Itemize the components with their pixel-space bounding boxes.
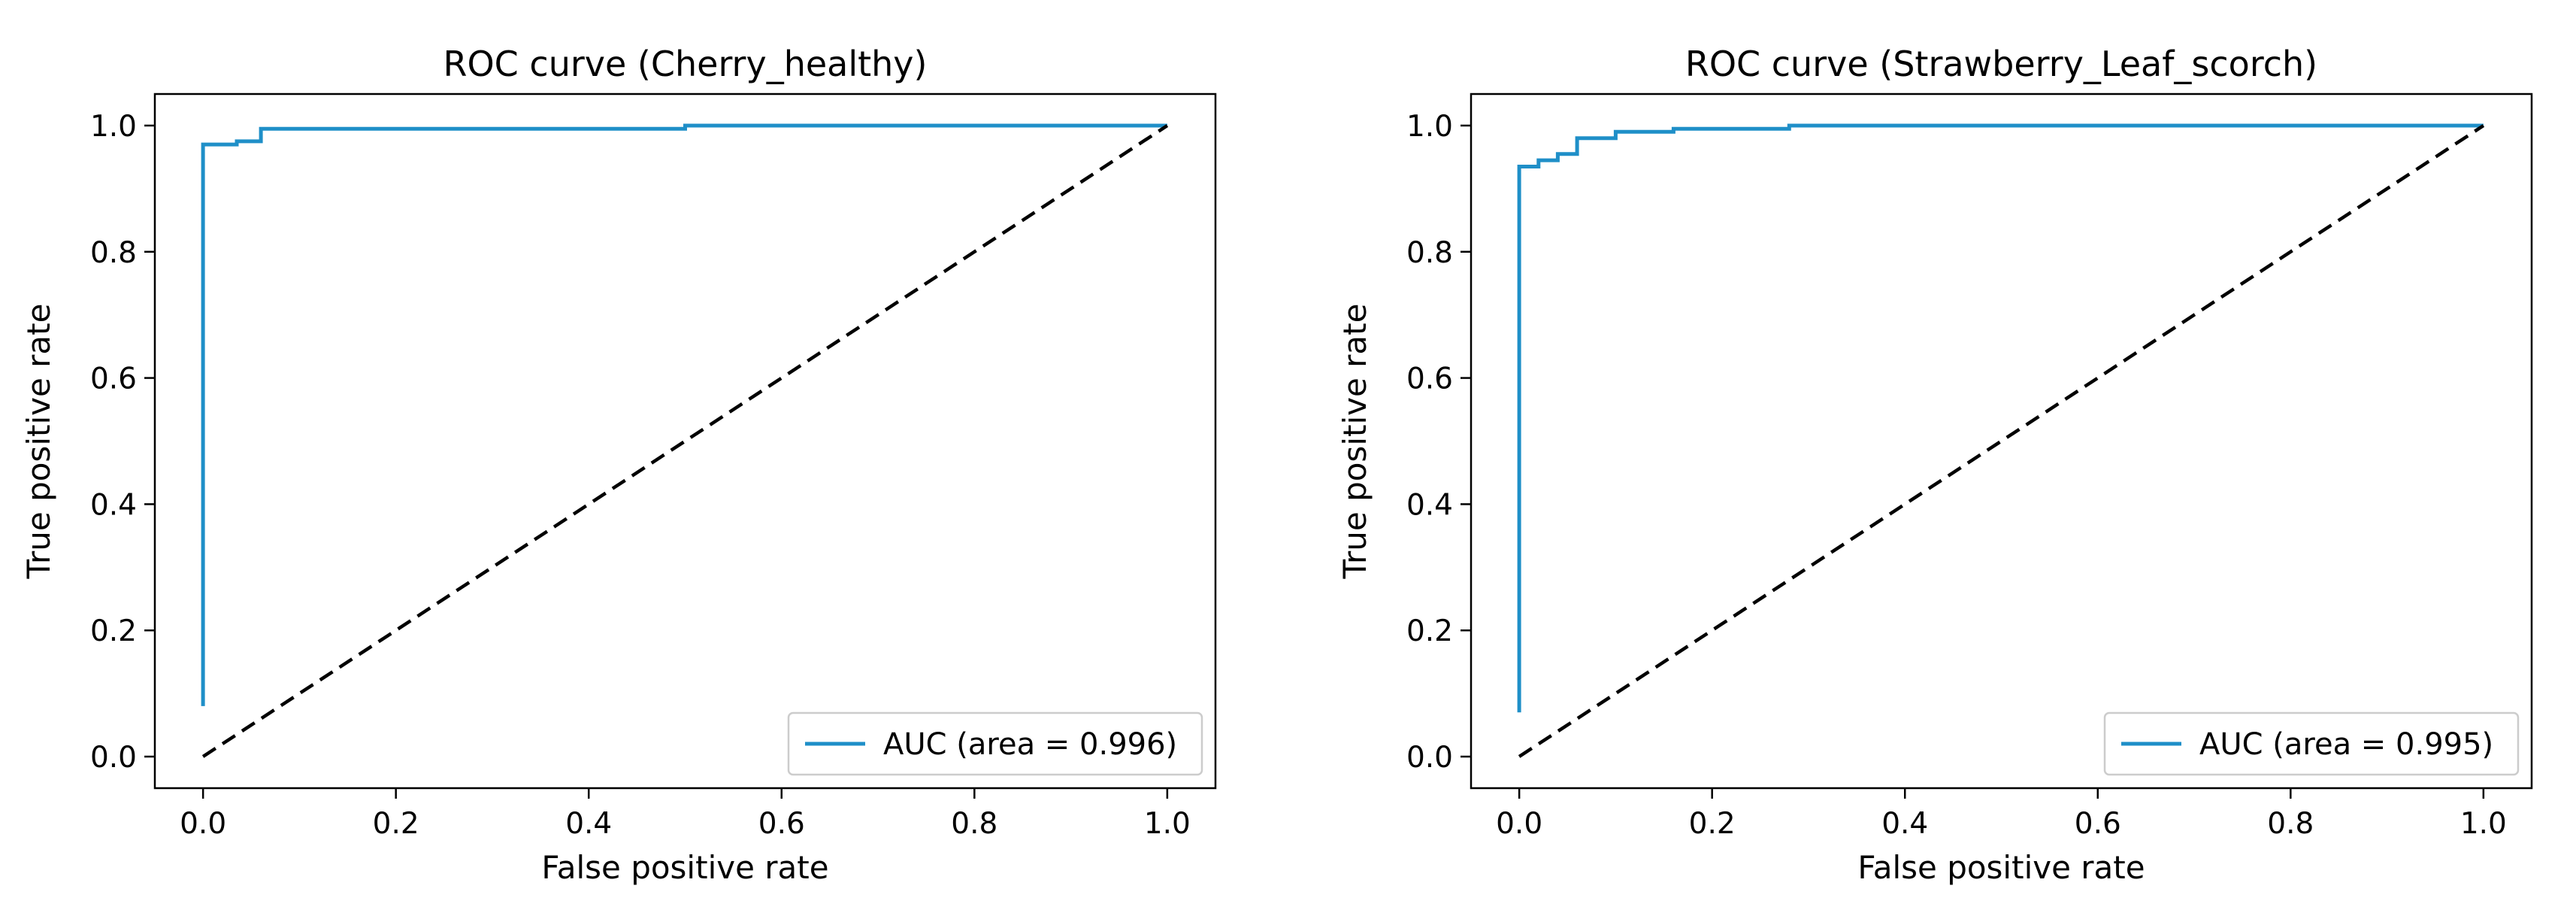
chart1-axes-frame: [153, 93, 1217, 790]
chart1-y-tick-label: 0.8: [90, 236, 137, 270]
chart1-x-tick-label: 0.2: [373, 807, 419, 841]
chart1-legend-box: [787, 711, 1203, 776]
chart1-y-tick-label: 0.6: [90, 362, 137, 396]
chart-panel-2: 0.0 0.2 0.4 0.6 0.8 1.0 0.0 0.2 0.4 0.6 0.8 1.0 ROC …: [1336, 44, 2533, 886]
chart2-y-axis-label: True positive rate: [1336, 304, 1373, 580]
chart1-y-tick-label: 0.0: [90, 741, 137, 775]
chart2-x-tick-label: 0.2: [1689, 807, 1736, 841]
chart1-chance-diagonal-line: [201, 124, 1169, 758]
chart2-y-tick-label: 1.0: [1406, 110, 1453, 144]
chart1-x-tick-label: 1.0: [1144, 807, 1191, 841]
chart2-x-tick-label: 0.4: [1881, 807, 1928, 841]
chart1-x-tick-label: 0.8: [951, 807, 997, 841]
chart1-legend-label: AUC (area = 0.996): [883, 727, 1177, 762]
chart2-y-tick-label: 0.6: [1406, 362, 1453, 396]
chart1-x-axis-label: False positive rate: [541, 849, 828, 886]
chart2-axes-frame: [1470, 93, 2533, 790]
chart2-x-tick-label: 0.6: [2075, 807, 2121, 841]
chart2-y-tick-label: 0.4: [1406, 488, 1453, 522]
chart2-roc-curve-line: [1517, 123, 2484, 713]
chart-panel-1: 0.0 0.2 0.4 0.6 0.8 1.0 0.0 0.2 0.4 0.6 0.8 1.0 ROC …: [20, 44, 1217, 886]
chart1-y-tick-label: 1.0: [90, 110, 137, 144]
chart2-x-tick-label: 0.8: [2267, 807, 2314, 841]
chart2-x-tick-label: 0.0: [1496, 807, 1542, 841]
chart2-y-tick-label: 0.2: [1406, 614, 1453, 648]
chart1-y-axis-label: True positive rate: [20, 304, 57, 580]
chart1-y-tick-label: 0.2: [90, 614, 137, 648]
chart2-x-axis-label: False positive rate: [1857, 849, 2145, 886]
chart1-y-tick-label: 0.4: [90, 488, 137, 522]
chart1-x-tick-label: 0.0: [180, 807, 226, 841]
chart2-legend-box: [2103, 711, 2520, 776]
chart1-title: ROC curve (Cherry_healthy): [443, 44, 928, 84]
chart2-chance-diagonal-line: [1518, 124, 2485, 758]
chart1-x-tick-label: 0.4: [565, 807, 612, 841]
chart2-y-tick-label: 0.8: [1406, 236, 1453, 270]
chart2-title: ROC curve (Strawberry_Leaf_scorch): [1685, 44, 2317, 84]
chart2-y-tick-label: 0.0: [1406, 741, 1453, 775]
chart2-legend-label: AUC (area = 0.995): [2199, 727, 2493, 762]
chart2-x-tick-label: 1.0: [2460, 807, 2507, 841]
chart1-roc-curve-line: [201, 123, 1167, 706]
chart1-x-tick-label: 0.6: [758, 807, 805, 841]
